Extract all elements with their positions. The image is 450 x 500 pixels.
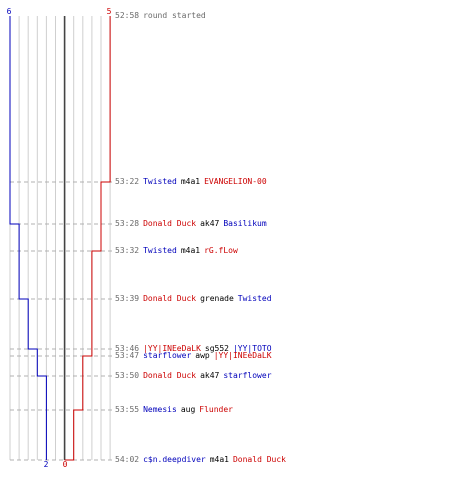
victim-name: Donald Duck	[232, 455, 286, 464]
event-time: 53:46	[115, 344, 140, 353]
event-time: 53:22	[115, 177, 140, 186]
victim-name: |YY|TOTO	[232, 344, 272, 353]
weapon-name: ak47	[200, 371, 220, 380]
killer-name: |YY|INEeDaLK	[143, 344, 201, 353]
event-time: 53:47	[115, 351, 140, 360]
red-start-count: 5	[107, 7, 112, 16]
victim-name: starflower	[223, 371, 272, 380]
event-row: 53:50 Donald Duck ak47 starflower	[115, 371, 276, 381]
event-row: 53:55 Nemesis aug Flunder	[115, 405, 237, 415]
killer-name: Donald Duck	[143, 371, 197, 380]
weapon-name: grenade	[200, 294, 234, 303]
timeline-grid	[9, 16, 111, 460]
event-time: 54:02	[115, 455, 140, 464]
event-time: 53:28	[115, 219, 140, 228]
weapon-name: sg552	[204, 344, 229, 353]
round-start-text: round started	[143, 11, 206, 20]
victim-name: rG.fLow	[204, 246, 238, 255]
event-row: 53:32 Twisted m4a1 rG.fLow	[115, 246, 242, 256]
weapon-name: m4a1	[180, 246, 201, 255]
event-row: 52:58 round started	[115, 11, 210, 21]
killer-name: starflower	[143, 351, 192, 360]
event-row: 53:46 |YY|INEeDaLK sg552 |YY|TOTO	[115, 344, 276, 354]
killer-name: Twisted	[143, 177, 177, 186]
blue-team-alive-line	[9, 16, 47, 460]
killer-name: Twisted	[143, 246, 177, 255]
killer-name: Donald Duck	[143, 219, 197, 228]
victim-name: Twisted	[237, 294, 272, 303]
event-row: 53:47 starflower awp |YY|INEeDaLK	[115, 351, 276, 361]
event-row: 53:22 Twisted m4a1 EVANGELION-00	[115, 177, 271, 187]
event-time: 53:32	[115, 246, 140, 255]
event-time: 53:50	[115, 371, 140, 380]
weapon-name: m4a1	[209, 455, 229, 464]
blue-end-count: 2	[44, 460, 49, 469]
killer-name: c$n.deepdiver	[143, 455, 206, 464]
event-row: 53:28 Donald Duck ak47 Basilikum	[115, 219, 271, 229]
weapon-name: m4a1	[180, 177, 201, 186]
weapon-name: aug	[180, 405, 196, 414]
red-team-alive-line	[64, 16, 111, 461]
killer-name: Nemesis	[143, 405, 177, 414]
weapon-name: awp	[195, 351, 210, 360]
weapon-name: ak47	[200, 219, 220, 228]
killer-name: Donald Duck	[143, 294, 197, 303]
event-row: 54:02 c$n.deepdiver m4a1 Donald Duck	[115, 455, 290, 465]
blue-start-count: 6	[7, 7, 12, 16]
victim-name: Basilikum	[223, 219, 267, 228]
event-time: 53:55	[115, 405, 140, 414]
victim-name: |YY|INEeDaLK	[213, 351, 272, 360]
event-row: 53:39 Donald Duck grenade Twisted	[115, 294, 276, 304]
victim-name: Flunder	[199, 405, 233, 414]
red-end-count: 0	[63, 460, 68, 469]
event-guide-lines	[10, 181, 112, 461]
event-time: 52:58	[115, 11, 140, 20]
event-time: 53:39	[115, 294, 140, 303]
victim-name: EVANGELION-00	[204, 177, 267, 186]
